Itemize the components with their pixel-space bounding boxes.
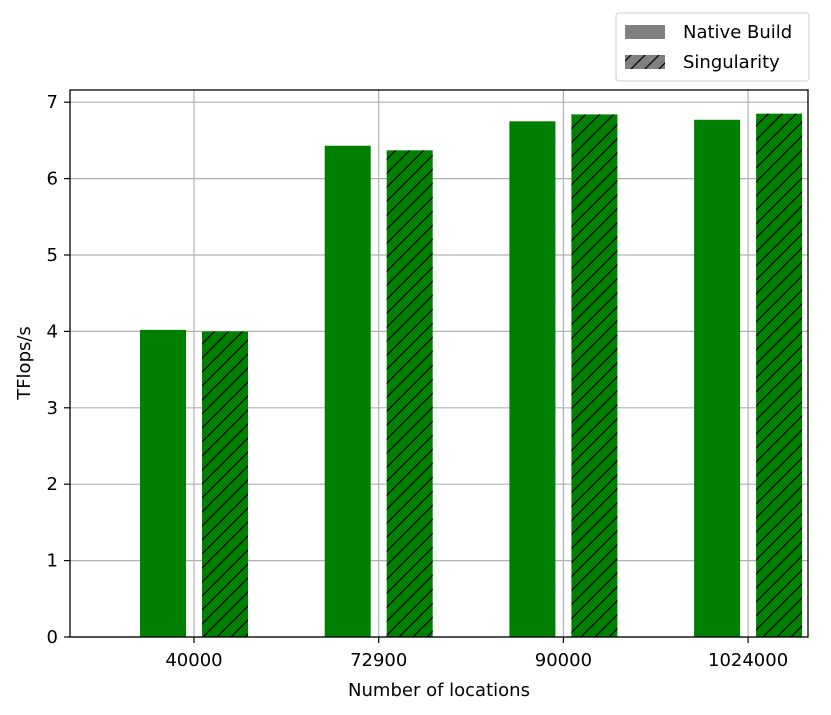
bar-hatch-singularity-72900 (386, 150, 433, 637)
legend-swatch-native-build (625, 25, 665, 39)
y-tick-label: 7 (47, 92, 58, 113)
y-tick-label: 4 (47, 321, 58, 342)
legend-label-native-build: Native Build (683, 22, 792, 43)
bars (140, 113, 803, 638)
bar-hatch-singularity-90000 (571, 114, 618, 637)
x-tick-label: 40000 (165, 650, 222, 671)
y-tick-label: 3 (47, 398, 58, 419)
plot-frame (69, 89, 809, 638)
x-tick-label: 1024000 (708, 650, 788, 671)
y-tick-label: 5 (47, 245, 58, 266)
x-tick-label: 72900 (350, 650, 407, 671)
bar-native-build-90000 (509, 121, 556, 638)
bar-native-build-40000 (140, 329, 186, 637)
y-axis-ticks: 0 1 2 3 4 5 6 7 (47, 92, 70, 648)
bar-native-build-72900 (324, 145, 371, 638)
bar-native-build-1024000 (694, 119, 741, 638)
x-axis-label: Number of locations (348, 680, 530, 701)
y-tick-label: 0 (47, 627, 58, 648)
legend-swatch-singularity-hatch (625, 55, 665, 69)
y-tick-label: 1 (47, 551, 58, 572)
y-tick-label: 2 (47, 474, 58, 495)
grid-lines (70, 90, 808, 638)
bar-hatch-singularity-40000 (202, 331, 248, 637)
bar-hatch-singularity-1024000 (756, 113, 803, 637)
legend-label-singularity: Singularity (683, 52, 780, 73)
x-tick-label: 90000 (535, 650, 592, 671)
legend: Native Build Singularity (615, 12, 810, 82)
x-axis-ticks: 40000 72900 90000 1024000 (165, 637, 788, 671)
y-axis-label: TFlops/s (14, 326, 35, 401)
y-tick-label: 6 (47, 169, 58, 190)
